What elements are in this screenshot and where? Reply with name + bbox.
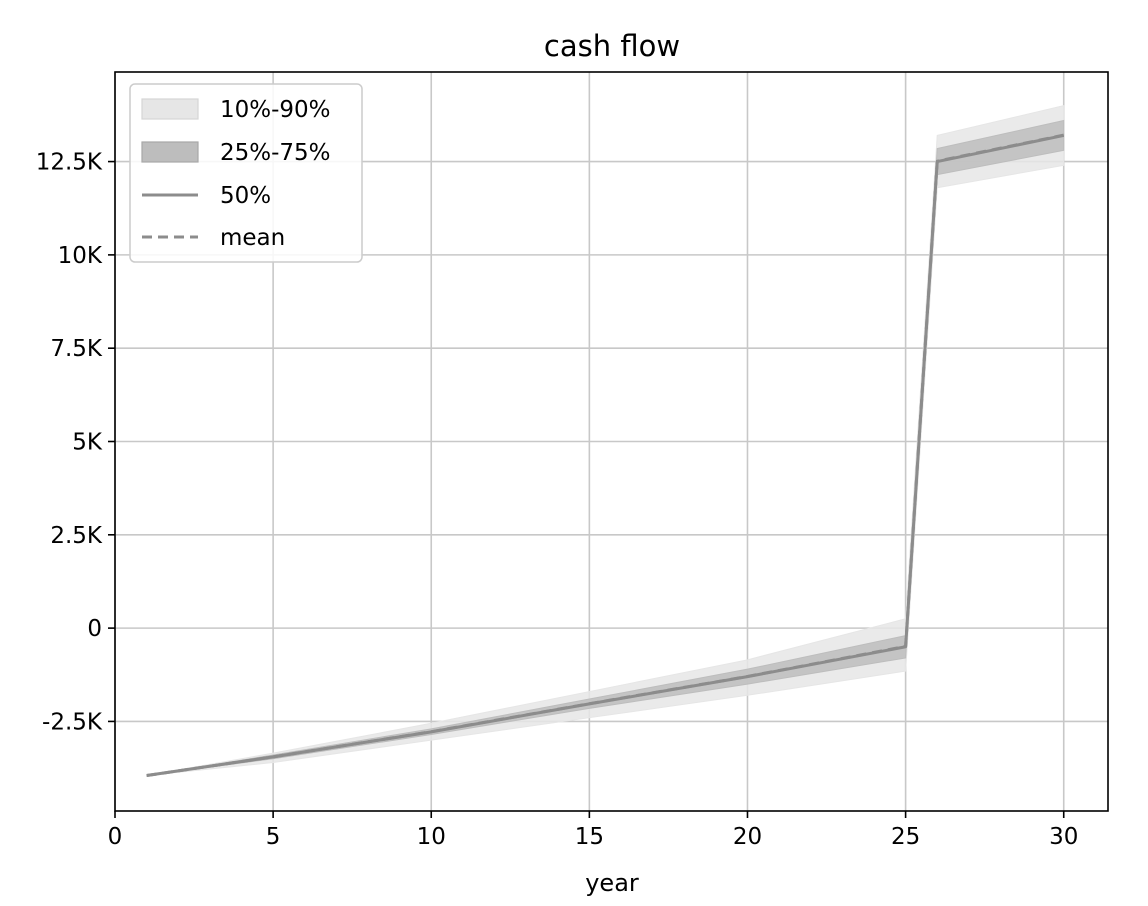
legend-label: 25%-75% <box>220 140 331 166</box>
y-tick-label: 5K <box>72 430 103 456</box>
y-tick-label: 12.5K <box>36 150 103 176</box>
legend-entry: mean <box>142 225 285 251</box>
x-tick-label: 0 <box>108 824 123 850</box>
series-line-mean <box>146 133 1065 778</box>
x-tick-label: 15 <box>575 824 604 850</box>
x-tick-label: 20 <box>733 824 762 850</box>
legend-label: 10%-90% <box>220 97 331 123</box>
legend-entry: 25%-75% <box>141 140 331 166</box>
x-axis-label: year <box>585 869 639 897</box>
y-tick-label: -2.5K <box>42 709 103 735</box>
legend-frame <box>129 83 363 263</box>
series-lines <box>146 133 1065 778</box>
y-tick-label: 7.5K <box>50 336 103 362</box>
x-tick-label: 5 <box>266 824 281 850</box>
y-tick-label: 2.5K <box>50 523 103 549</box>
legend-entry: 50% <box>142 183 271 209</box>
x-tick-label: 30 <box>1049 824 1078 850</box>
legend-label: mean <box>220 225 285 251</box>
legend: 10%-90% 25%-75% 50% mean <box>129 83 363 263</box>
legend-label: 50% <box>220 183 271 209</box>
legend-swatch <box>141 98 199 120</box>
x-tick-label: 25 <box>891 824 920 850</box>
y-tick-label: 0 <box>87 616 102 642</box>
axis-ticks: 0 5 10 15 20 25 30 -2.5K 0 2.5K 5K 7.5K 10K 12.5K <box>36 150 1079 850</box>
x-tick-label: 10 <box>417 824 446 850</box>
legend-entry: 10%-90% <box>141 97 331 123</box>
chart-title: cash flow <box>544 29 680 63</box>
y-tick-label: 10K <box>58 243 103 269</box>
legend-swatch <box>141 141 199 163</box>
